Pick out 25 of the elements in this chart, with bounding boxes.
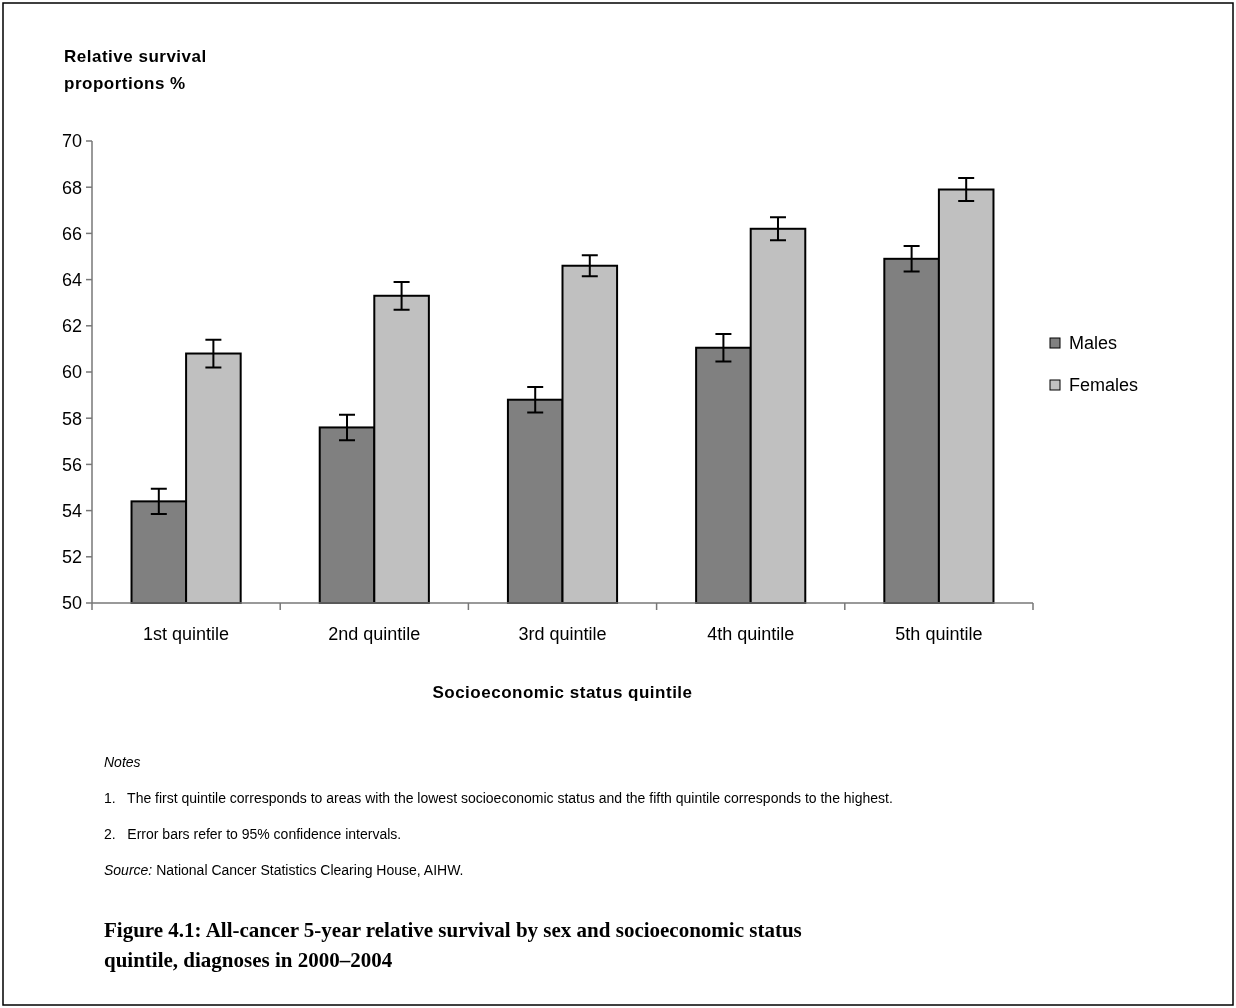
x-tick-label: 4th quintile: [707, 624, 795, 644]
legend-label: Males: [1069, 333, 1118, 354]
y-tick-label: 68: [61, 177, 82, 198]
legend-label: Females: [1069, 375, 1139, 396]
x-tick-label: 2nd quintile: [328, 624, 421, 644]
x-tick-label: 3rd quintile: [518, 624, 607, 644]
y-tick-label: 66: [61, 223, 82, 244]
y-tick-label: 56: [61, 454, 82, 475]
source-note: Source: National Cancer Statistics Clearing House, AIHW.: [104, 862, 464, 878]
y-axis-title: Relative survival proportions %: [64, 47, 207, 93]
text: 2. Error bars refer to 95% confidence intervals.: [104, 826, 402, 842]
y-tick-label: 62: [61, 316, 82, 337]
y-tick-label: 50: [61, 593, 82, 614]
text: Figure 4.1: All-cancer 5-year relative survival by sex and socioeconomic status quintile, diagnoses in 2000–2004: [104, 918, 802, 972]
y-tick-label: 52: [61, 547, 82, 568]
x-tick-label: 5th quintile: [895, 624, 983, 644]
y-tick-label: 70: [61, 131, 82, 152]
y-tick-label: 54: [61, 500, 82, 521]
x-tick-label: 1st quintile: [143, 624, 230, 644]
x-axis-title: Socioeconomic status quintile: [432, 683, 693, 702]
y-tick-label: 58: [61, 408, 82, 429]
y-tick-label: 60: [61, 362, 82, 383]
y-tick-label: 64: [61, 269, 82, 290]
text: Notes: [104, 754, 141, 770]
text: 1. The first quintile corresponds to areas with the lowest socioeconomic status and the fifth quintile corresponds to the highest.: [104, 790, 893, 806]
